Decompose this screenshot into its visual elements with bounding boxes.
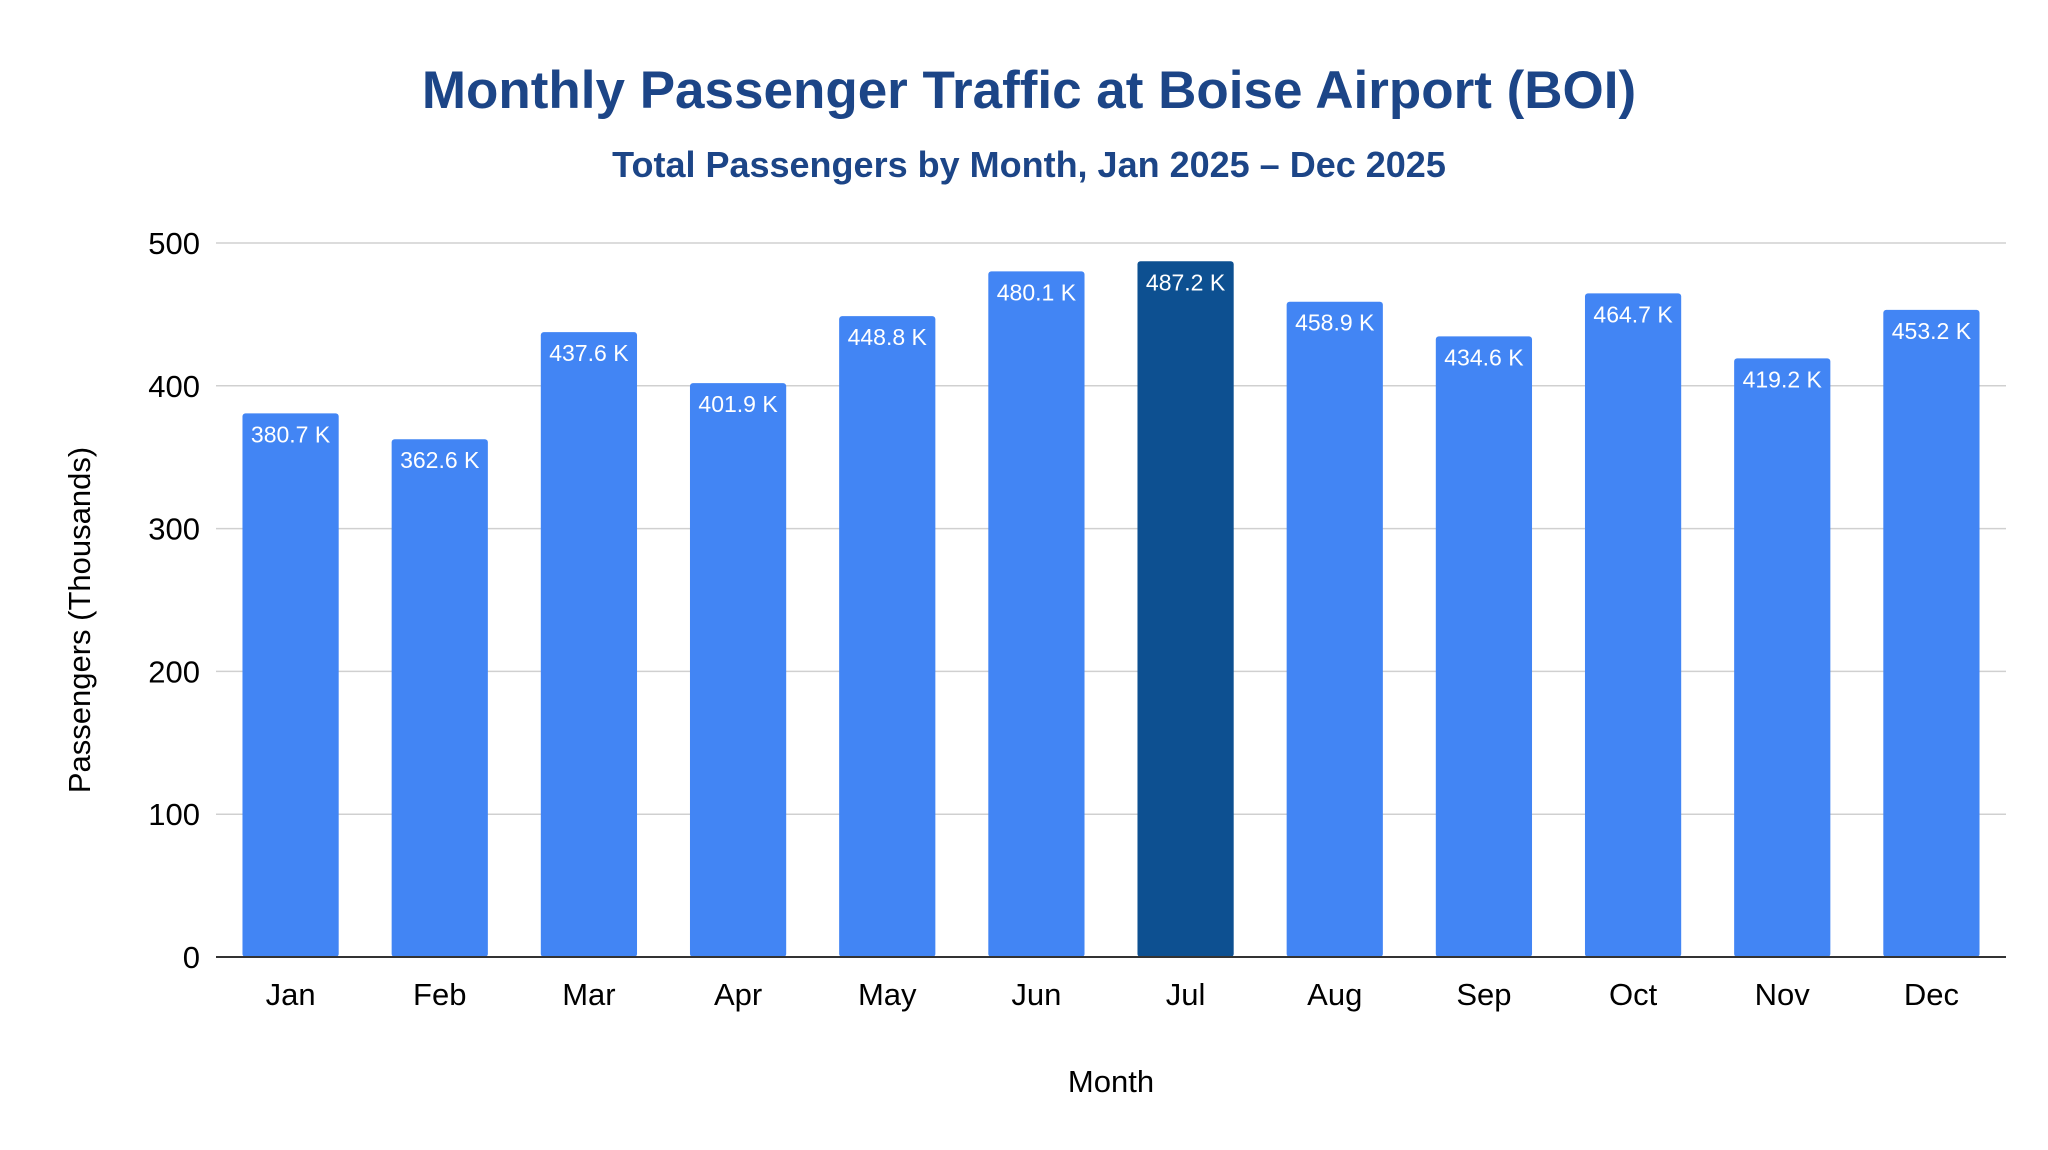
y-axis-title: Passengers (Thousands)	[62, 447, 97, 793]
x-tick-label-apr: Apr	[714, 977, 762, 1012]
bar-jan	[242, 413, 339, 957]
bar-may	[839, 316, 936, 957]
bar-apr	[689, 383, 787, 957]
data-label-feb: 362.6 K	[400, 447, 480, 473]
data-label-sep: 434.6 K	[1444, 344, 1524, 370]
y-tick-label: 500	[148, 226, 200, 261]
x-tick-label-aug: Aug	[1307, 977, 1362, 1012]
y-tick-label: 0	[183, 940, 200, 975]
data-label-aug: 458.9 K	[1295, 310, 1375, 336]
x-tick-label-oct: Oct	[1609, 977, 1658, 1012]
data-label-dec: 453.2 K	[1892, 318, 1972, 344]
x-axis-ticks: Jan Feb Mar Apr May Jun Jul Aug Sep Oct Nov Dec	[266, 977, 1959, 1012]
bar-dec	[1883, 309, 1980, 957]
bar-nov	[1734, 358, 1831, 957]
bar-feb	[391, 439, 488, 957]
data-label-mar: 437.6 K	[549, 340, 629, 366]
gridlines	[216, 242, 2006, 815]
bar-sep	[1435, 336, 1533, 957]
x-tick-label-jan: Jan	[266, 977, 316, 1012]
data-label-may: 448.8 K	[848, 324, 928, 350]
data-label-nov: 419.2 K	[1743, 366, 1823, 392]
y-tick-label: 100	[148, 797, 200, 832]
data-label-jan: 380.7 K	[251, 421, 331, 447]
bar-jul	[1137, 261, 1234, 957]
data-label-oct: 464.7 K	[1593, 301, 1673, 327]
bar-mar	[540, 332, 638, 958]
x-tick-label-sep: Sep	[1456, 977, 1511, 1012]
y-axis-ticks: 0 100 200 300 400 500	[148, 226, 200, 975]
x-tick-label-jul: Jul	[1166, 977, 1206, 1012]
chart-title: Monthly Passenger Traffic at Boise Airpo…	[422, 61, 1636, 120]
y-tick-label: 300	[148, 512, 200, 547]
data-label-jun: 480.1 K	[997, 279, 1077, 305]
data-label-jul: 487.2 K	[1146, 269, 1226, 295]
bar-jun	[988, 271, 1085, 957]
x-axis-title: Month	[1068, 1064, 1154, 1099]
x-tick-label-feb: Feb	[413, 977, 466, 1012]
data-labels: 380.7 K 362.6 K 437.6 K 401.9 K 448.8 K 480.1…	[251, 269, 1972, 473]
chart-subtitle: Total Passengers by Month, Jan 2025 – De…	[612, 144, 1446, 185]
bar-aug	[1286, 301, 1383, 957]
x-tick-label-jun: Jun	[1011, 977, 1061, 1012]
bar-oct	[1584, 293, 1682, 957]
x-tick-label-nov: Nov	[1755, 977, 1811, 1012]
x-tick-label-dec: Dec	[1904, 977, 1959, 1012]
x-tick-label-mar: Mar	[562, 977, 615, 1012]
y-tick-label: 200	[148, 654, 200, 689]
x-tick-label-may: May	[858, 977, 917, 1012]
bars	[242, 261, 1980, 958]
data-label-apr: 401.9 K	[698, 391, 778, 417]
y-tick-label: 400	[148, 369, 200, 404]
